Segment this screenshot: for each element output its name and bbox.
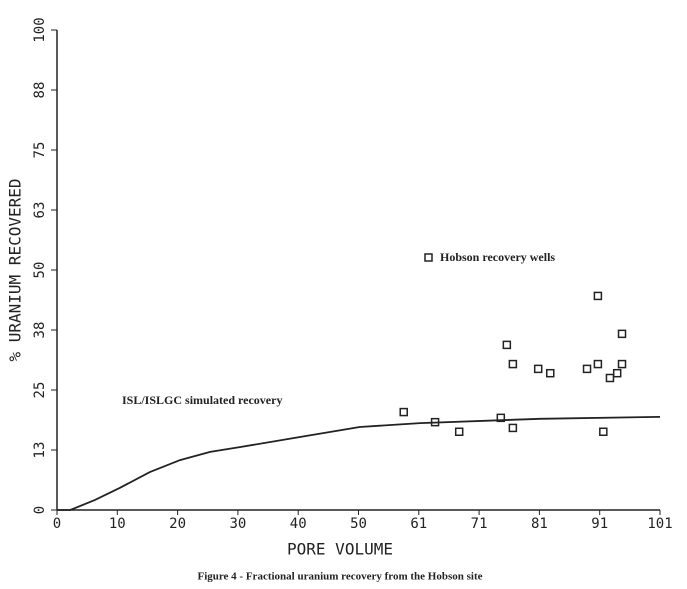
y-tick-label: 38 xyxy=(32,322,48,339)
x-tick-label: 0 xyxy=(53,516,61,532)
y-tick-label: 63 xyxy=(32,202,48,219)
data-point xyxy=(605,373,615,383)
data-point xyxy=(508,359,518,369)
x-tick-label: 40 xyxy=(290,516,307,532)
x-tick-label: 71 xyxy=(471,516,488,532)
caption: Figure 4 - Fractional uranium recovery f… xyxy=(197,571,482,583)
y-tick-label: 0 xyxy=(32,506,48,514)
data-point xyxy=(454,427,464,437)
x-tick-label: 50 xyxy=(350,516,367,532)
data-point xyxy=(582,364,592,374)
data-point xyxy=(399,407,408,417)
x-axis-label: PORE VOLUME xyxy=(287,540,393,559)
line-label: ISL/ISLGC simulated recovery xyxy=(122,393,282,407)
y-tick-label: 88 xyxy=(32,82,48,99)
data-point xyxy=(496,413,506,423)
x-tick-label: 61 xyxy=(410,516,427,532)
legend-marker xyxy=(424,253,433,262)
y-tick-label: 13 xyxy=(32,442,48,459)
y-tick-label: 100 xyxy=(32,17,48,42)
data-point xyxy=(593,291,603,301)
y-tick-label: 25 xyxy=(32,382,48,399)
data-point xyxy=(508,423,518,433)
data-point xyxy=(533,364,543,374)
x-tick-label: 91 xyxy=(591,516,608,532)
data-point xyxy=(617,359,627,369)
y-tick-label: 75 xyxy=(32,142,48,159)
data-point xyxy=(593,359,603,369)
x-tick-label: 81 xyxy=(531,516,548,532)
data-point xyxy=(502,340,512,350)
y-axis-label: % URANIUM RECOVERED xyxy=(6,178,25,361)
data-point xyxy=(599,427,608,437)
data-point xyxy=(617,329,627,339)
x-tick-label: 101 xyxy=(647,516,672,532)
x-tick-label: 10 xyxy=(109,516,126,532)
legend-label: Hobson recovery wells xyxy=(440,250,555,264)
y-tick-label: 50 xyxy=(32,262,48,279)
x-tick-label: 20 xyxy=(169,516,186,532)
data-point xyxy=(546,368,555,378)
data-point xyxy=(612,368,622,378)
x-tick-label: 30 xyxy=(229,516,246,532)
line xyxy=(57,415,661,511)
